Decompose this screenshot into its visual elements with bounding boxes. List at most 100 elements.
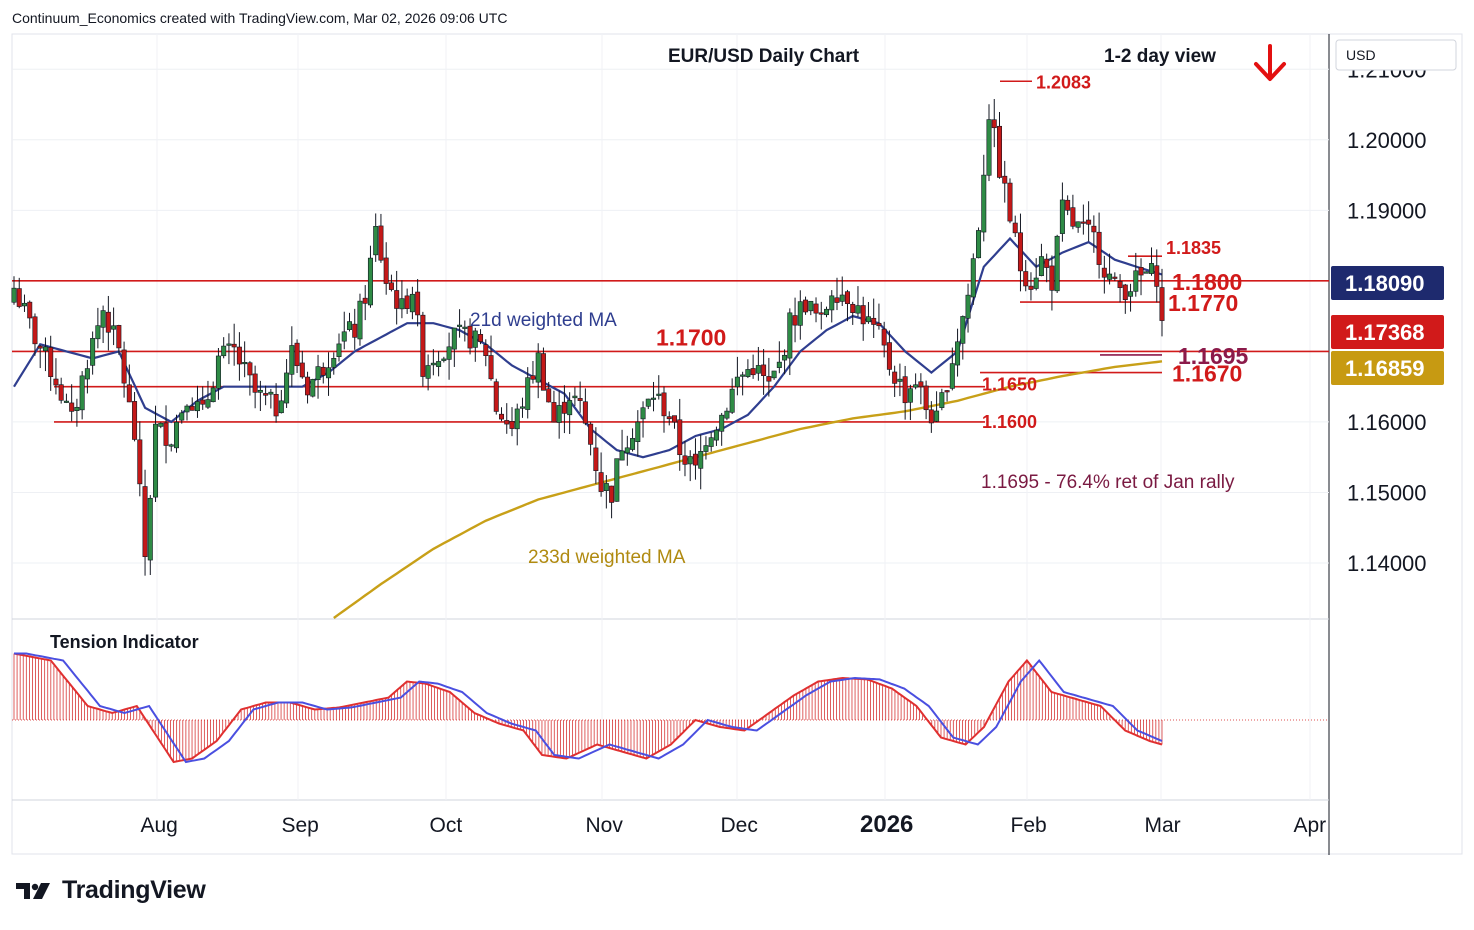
candle[interactable] — [1122, 283, 1128, 314]
candle[interactable] — [367, 245, 373, 308]
candle[interactable] — [913, 373, 919, 390]
candle[interactable] — [897, 363, 903, 397]
candle[interactable] — [95, 307, 101, 349]
candle[interactable] — [137, 421, 143, 497]
candle[interactable] — [855, 286, 861, 317]
candle[interactable] — [200, 386, 206, 410]
candle[interactable] — [808, 300, 814, 316]
candle[interactable] — [242, 341, 248, 378]
candle[interactable] — [687, 450, 693, 482]
candle[interactable] — [1059, 182, 1065, 242]
candle[interactable] — [100, 305, 106, 344]
candle[interactable] — [210, 381, 216, 403]
candle[interactable] — [986, 104, 992, 182]
candle[interactable] — [1149, 247, 1155, 276]
candle[interactable] — [268, 388, 274, 409]
candle[interactable] — [346, 312, 352, 332]
candle[interactable] — [1075, 221, 1081, 233]
candle[interactable] — [677, 398, 683, 471]
candle[interactable] — [782, 349, 788, 375]
candle[interactable] — [776, 341, 782, 374]
candle[interactable] — [58, 377, 64, 404]
candle[interactable] — [451, 327, 457, 367]
candle[interactable] — [886, 330, 892, 376]
candle[interactable] — [598, 452, 604, 497]
candle[interactable] — [839, 276, 845, 306]
candle[interactable] — [69, 384, 75, 422]
candle[interactable] — [907, 384, 913, 421]
candle[interactable] — [692, 438, 698, 480]
candle[interactable] — [923, 380, 929, 420]
candle[interactable] — [740, 371, 746, 396]
candle[interactable] — [844, 289, 850, 322]
candle[interactable] — [1049, 255, 1055, 311]
candle[interactable] — [540, 347, 546, 391]
candle[interactable] — [624, 435, 630, 466]
candle[interactable] — [409, 286, 415, 320]
candle[interactable] — [755, 346, 761, 381]
candle[interactable] — [698, 434, 704, 490]
candle[interactable] — [441, 356, 447, 363]
candle[interactable] — [719, 412, 725, 446]
candle[interactable] — [761, 348, 767, 395]
candle[interactable] — [27, 300, 33, 329]
candle[interactable] — [226, 333, 232, 365]
brand-logo[interactable]: TradingView — [14, 876, 206, 905]
candle[interactable] — [1033, 258, 1039, 291]
candle[interactable] — [519, 397, 525, 418]
candle[interactable] — [703, 436, 709, 460]
candle[interactable] — [645, 398, 651, 410]
candle[interactable] — [939, 388, 945, 411]
candle[interactable] — [11, 276, 17, 305]
candle[interactable] — [1065, 195, 1071, 216]
candle[interactable] — [834, 277, 840, 311]
candle[interactable] — [1101, 255, 1107, 294]
candle[interactable] — [1044, 253, 1050, 283]
candle[interactable] — [352, 308, 358, 350]
candle[interactable] — [871, 298, 877, 338]
candle[interactable] — [865, 302, 871, 324]
candle[interactable] — [378, 213, 384, 263]
candle[interactable] — [713, 426, 719, 446]
candle[interactable] — [205, 380, 211, 409]
candle[interactable] — [289, 326, 295, 387]
candle[interactable] — [326, 352, 332, 396]
candle[interactable] — [561, 385, 567, 434]
candle[interactable] — [614, 458, 620, 502]
candle[interactable] — [708, 432, 714, 452]
candle[interactable] — [792, 297, 798, 343]
candle[interactable] — [918, 373, 924, 405]
candle[interactable] — [729, 378, 735, 414]
candle[interactable] — [766, 357, 772, 397]
candle[interactable] — [436, 351, 442, 377]
candle[interactable] — [892, 365, 898, 397]
candle[interactable] — [572, 387, 578, 406]
candle[interactable] — [420, 311, 426, 387]
candle[interactable] — [797, 290, 803, 340]
candle[interactable] — [357, 293, 363, 346]
candle[interactable] — [221, 337, 227, 359]
candle[interactable] — [315, 354, 321, 399]
candle[interactable] — [1107, 253, 1113, 285]
candle[interactable] — [483, 339, 489, 367]
candle[interactable] — [567, 392, 573, 434]
candle[interactable] — [467, 318, 473, 355]
candle[interactable] — [1159, 268, 1165, 337]
candle[interactable] — [813, 297, 819, 323]
candle[interactable] — [1133, 252, 1139, 297]
candle[interactable] — [116, 324, 122, 355]
candle[interactable] — [278, 389, 284, 414]
candle[interactable] — [74, 398, 80, 427]
candle[interactable] — [132, 392, 138, 442]
candle[interactable] — [341, 311, 347, 350]
candle[interactable] — [331, 352, 337, 375]
candle[interactable] — [153, 405, 159, 503]
candle[interactable] — [168, 443, 174, 452]
candle[interactable] — [829, 290, 835, 323]
candle[interactable] — [37, 345, 43, 369]
candle[interactable] — [415, 279, 421, 327]
candle[interactable] — [635, 410, 641, 457]
candle[interactable] — [1154, 249, 1160, 303]
candle[interactable] — [79, 371, 85, 420]
candle[interactable] — [383, 242, 389, 295]
